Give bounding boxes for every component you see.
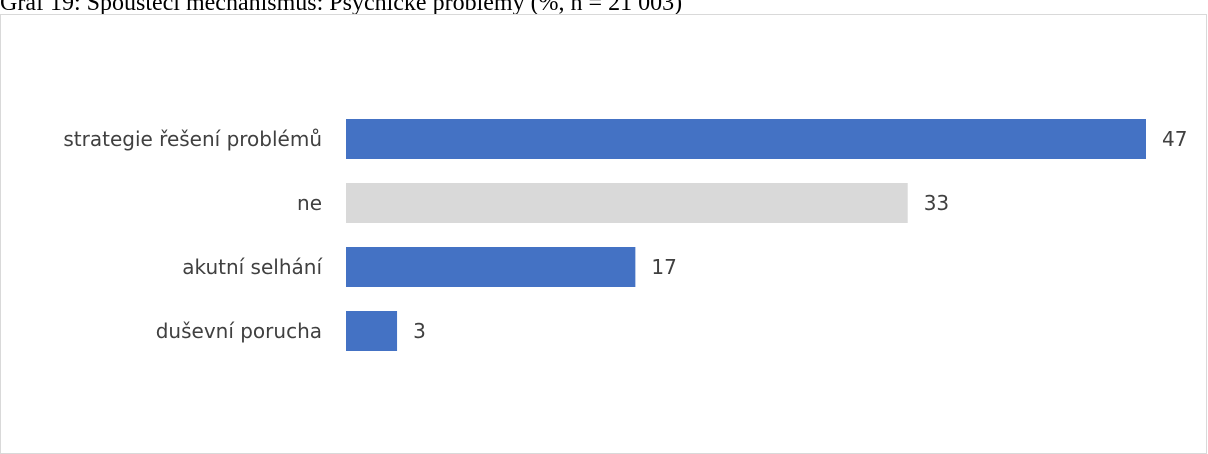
bar-dusevni-porucha xyxy=(346,311,398,351)
value-label-akutni-selhani: 17 xyxy=(651,255,676,279)
chart-caption: Graf 19: Spouštěcí mechanismus: Psychick… xyxy=(0,0,683,16)
chart-frame xyxy=(0,14,1207,454)
bar-ne xyxy=(346,183,908,223)
bar-akutni-selhani xyxy=(346,247,636,287)
value-label-ne: 33 xyxy=(924,191,949,215)
category-label-akutni-selhani: akutní selhání xyxy=(182,255,323,279)
bar-strategie-reseni-problemu xyxy=(346,119,1146,159)
category-label-ne: ne xyxy=(297,191,322,215)
value-label-dusevni-porucha: 3 xyxy=(413,319,426,343)
category-label-dusevni-porucha: duševní porucha xyxy=(156,319,322,343)
category-label-strategie-reseni-problemu: strategie řešení problémů xyxy=(63,127,322,151)
value-label-strategie-reseni-problemu: 47 xyxy=(1162,127,1187,151)
